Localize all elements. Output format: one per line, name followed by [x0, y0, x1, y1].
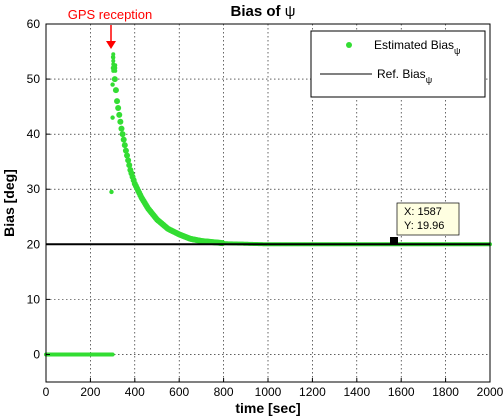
estimated-bias-point [111, 58, 116, 63]
estimated-bias-point [111, 52, 116, 57]
x-ticks: 0 200 400 600 800 1000 1200 1400 1600 1800 2000 [43, 378, 503, 399]
estimated-bias-point [116, 111, 123, 118]
estimated-bias-point [110, 115, 115, 120]
x-tick-label: 1200 [299, 385, 326, 399]
legend-marker-estimated [346, 42, 352, 48]
y-tick-label: 20 [27, 237, 41, 251]
estimated-bias-point [121, 142, 128, 149]
legend-estimated-sub: ψ [454, 46, 460, 56]
y-tick-label: 10 [27, 292, 41, 306]
x-tick-label: 800 [214, 385, 234, 399]
y-ticks: 0 10 20 30 40 50 60 [27, 17, 50, 361]
legend-ref-sub: ψ [426, 75, 432, 85]
x-tick-label: 2000 [477, 385, 503, 399]
estimated-bias-point [125, 157, 132, 164]
datatip-y-label: Y: 19.96 [404, 220, 444, 232]
x-tick-label: 1800 [432, 385, 459, 399]
x-tick-label: 1600 [388, 385, 415, 399]
datatip-box [396, 202, 460, 236]
estimated-bias-point [109, 189, 114, 195]
gps-annotation-arrow-head [106, 41, 116, 49]
x-tick-label: 400 [125, 385, 145, 399]
y-axis-label: Bias [deg] [1, 169, 17, 237]
legend: Estimated Biasψ Ref. Biasψ [310, 30, 486, 98]
estimated-bias-point [110, 352, 115, 357]
estimated-bias-point [126, 162, 133, 169]
estimated-bias-point [110, 82, 115, 87]
estimated-bias-point [124, 152, 131, 159]
estimated-bias-point [114, 98, 121, 105]
y-tick-label: 60 [27, 17, 41, 31]
estimated-bias-point [119, 131, 126, 138]
y-tick-label: 50 [27, 72, 41, 86]
legend-label-ref: Ref. Biasψ [377, 67, 432, 85]
chart-title-symbol: ψ [285, 3, 296, 20]
estimated-bias-point [111, 55, 116, 60]
estimated-bias-point [110, 65, 117, 72]
chart-title: Bias of ψ [231, 3, 296, 20]
y-tick-label: 0 [33, 347, 40, 361]
legend-label-estimated: Estimated Biasψ [374, 38, 460, 56]
y-tick-label: 40 [27, 127, 41, 141]
x-tick-label: 0 [43, 385, 50, 399]
legend-box [310, 30, 486, 98]
estimated-bias-point [117, 118, 124, 125]
legend-ref-main: Ref. Bias [377, 67, 426, 81]
legend-estimated-main: Estimated Bias [374, 38, 454, 52]
datatip-x-label: X: 1587 [404, 206, 442, 218]
estimated-bias-point [111, 76, 118, 83]
datatip-marker [390, 237, 398, 245]
x-tick-label: 200 [80, 385, 100, 399]
estimated-bias-point [122, 147, 129, 154]
x-tick-label: 1400 [343, 385, 370, 399]
chart-title-prefix: Bias of [231, 3, 285, 20]
y-tick-label: 30 [27, 182, 41, 196]
x-axis-label: time [sec] [235, 400, 300, 416]
datatip[interactable]: X: 1587 Y: 19.96 [390, 202, 460, 245]
x-tick-label: 1000 [255, 385, 282, 399]
gps-annotation-text: GPS reception [68, 7, 153, 22]
estimated-bias-point [115, 104, 122, 111]
estimated-bias-point [118, 125, 125, 132]
estimated-bias-point [120, 136, 127, 143]
gps-annotation: GPS reception [68, 7, 153, 49]
estimated-bias-point [112, 87, 119, 94]
x-tick-label: 600 [169, 385, 189, 399]
